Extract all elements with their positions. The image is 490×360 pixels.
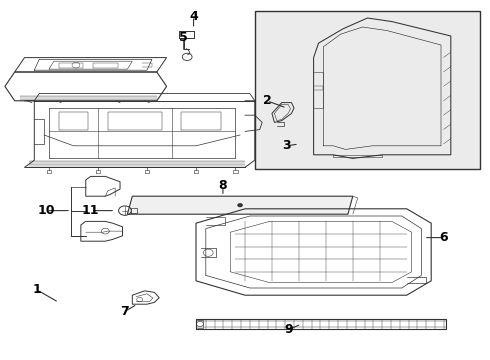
- Text: 6: 6: [439, 231, 448, 244]
- Text: 9: 9: [285, 323, 294, 336]
- Text: 5: 5: [179, 31, 188, 44]
- Text: 11: 11: [82, 204, 99, 217]
- Bar: [255, 11, 480, 169]
- Polygon shape: [127, 196, 353, 214]
- Text: 10: 10: [38, 204, 55, 217]
- Text: 8: 8: [219, 179, 227, 192]
- Text: 1: 1: [32, 283, 41, 296]
- Text: 3: 3: [282, 139, 291, 152]
- Text: 7: 7: [121, 305, 129, 318]
- Text: 4: 4: [189, 10, 198, 23]
- Circle shape: [238, 203, 243, 207]
- Text: 2: 2: [263, 94, 271, 107]
